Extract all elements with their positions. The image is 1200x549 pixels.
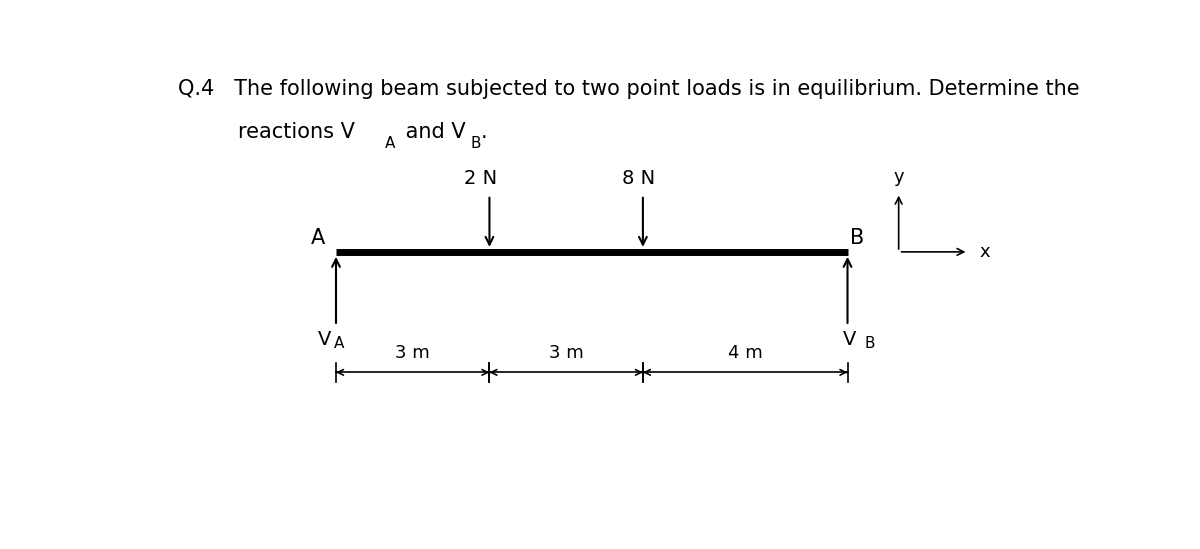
Text: Q.4   The following beam subjected to two point loads is in equilibrium. Determi: Q.4 The following beam subjected to two …	[178, 79, 1080, 99]
Text: V: V	[842, 330, 857, 349]
Text: x: x	[979, 243, 990, 261]
Text: reactions V: reactions V	[239, 122, 355, 142]
Text: B: B	[470, 136, 481, 152]
Text: y: y	[893, 169, 904, 186]
Text: A: A	[334, 337, 344, 351]
Text: B: B	[864, 337, 875, 351]
Text: 3 m: 3 m	[395, 344, 430, 362]
Text: and V: and V	[400, 122, 466, 142]
Text: A: A	[385, 136, 396, 152]
Text: B: B	[851, 228, 864, 249]
Text: .: .	[481, 122, 487, 142]
Text: 3 m: 3 m	[548, 344, 583, 362]
Text: A: A	[311, 228, 325, 249]
Text: V: V	[318, 330, 331, 349]
Text: 8 N: 8 N	[622, 170, 655, 188]
Text: 2 N: 2 N	[463, 170, 497, 188]
Text: 4 m: 4 m	[728, 344, 762, 362]
